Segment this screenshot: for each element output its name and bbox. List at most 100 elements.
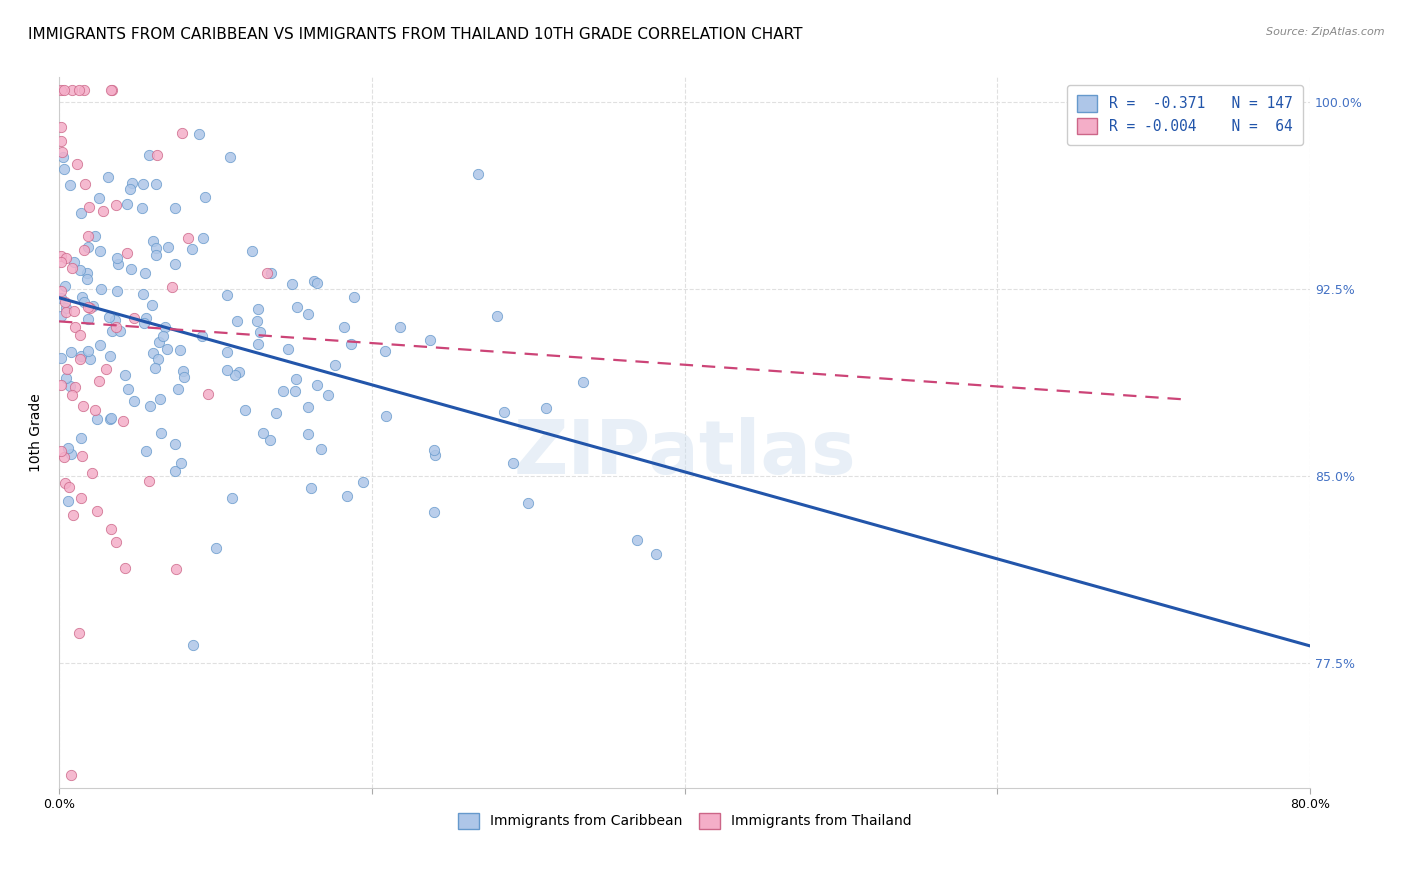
- Point: [240, 244, 263, 258]
- Point: [59, 379, 82, 393]
- Point: [62, 508, 84, 523]
- Point: [215, 345, 238, 359]
- Point: [502, 456, 524, 470]
- Point: [534, 401, 557, 416]
- Point: [69, 351, 91, 366]
- Point: [115, 246, 138, 260]
- Point: [197, 386, 219, 401]
- Point: [143, 360, 166, 375]
- Point: [148, 335, 170, 350]
- Point: [107, 257, 129, 271]
- Point: [340, 336, 363, 351]
- Point: [73, 178, 96, 192]
- Point: [389, 319, 412, 334]
- Point: [233, 402, 256, 417]
- Point: [86, 504, 108, 518]
- Point: [297, 401, 319, 415]
- Point: [142, 234, 165, 248]
- Point: [76, 311, 98, 326]
- Point: [336, 490, 359, 504]
- Point: [271, 384, 294, 398]
- Point: [132, 177, 155, 191]
- Point: [55, 362, 77, 376]
- Point: [117, 383, 139, 397]
- Point: [60, 260, 83, 275]
- Point: [82, 299, 104, 313]
- Point: [120, 262, 142, 277]
- Point: [343, 290, 366, 304]
- Point: [72, 243, 94, 257]
- Point: [277, 342, 299, 356]
- Point: [49, 291, 72, 305]
- Point: [163, 201, 186, 215]
- Point: [49, 120, 72, 134]
- Point: [100, 83, 122, 97]
- Point: [76, 229, 98, 244]
- Point: [219, 150, 242, 164]
- Point: [63, 319, 86, 334]
- Point: [132, 287, 155, 301]
- Point: [246, 337, 269, 351]
- Point: [105, 252, 128, 266]
- Point: [153, 320, 176, 334]
- Point: [142, 345, 165, 359]
- Point: [572, 375, 595, 389]
- Point: [67, 626, 90, 640]
- Text: ZIPatlas: ZIPatlas: [513, 417, 856, 491]
- Point: [167, 382, 190, 396]
- Point: [299, 481, 322, 495]
- Point: [492, 405, 515, 419]
- Point: [104, 312, 127, 326]
- Point: [297, 307, 319, 321]
- Point: [91, 204, 114, 219]
- Point: [105, 197, 128, 211]
- Point: [152, 329, 174, 343]
- Point: [87, 191, 110, 205]
- Point: [305, 276, 328, 290]
- Point: [259, 433, 281, 447]
- Point: [63, 379, 86, 393]
- Point: [69, 491, 91, 505]
- Point: [59, 447, 82, 461]
- Point: [228, 365, 250, 379]
- Point: [70, 205, 93, 219]
- Point: [252, 425, 274, 440]
- Point: [172, 364, 194, 378]
- Point: [105, 319, 128, 334]
- Point: [423, 443, 446, 458]
- Point: [141, 298, 163, 312]
- Point: [55, 371, 77, 385]
- Point: [49, 254, 72, 268]
- Point: [69, 327, 91, 342]
- Point: [59, 768, 82, 782]
- Point: [281, 277, 304, 292]
- Point: [55, 305, 77, 319]
- Point: [90, 282, 112, 296]
- Point: [53, 162, 76, 177]
- Point: [332, 319, 354, 334]
- Point: [146, 147, 169, 161]
- Point: [55, 251, 77, 265]
- Point: [260, 266, 283, 280]
- Point: [56, 494, 79, 508]
- Point: [70, 431, 93, 445]
- Point: [73, 295, 96, 310]
- Point: [156, 240, 179, 254]
- Point: [79, 301, 101, 315]
- Point: [170, 457, 193, 471]
- Point: [49, 310, 72, 324]
- Point: [316, 388, 339, 402]
- Point: [49, 378, 72, 392]
- Point: [145, 247, 167, 261]
- Point: [82, 466, 104, 480]
- Point: [188, 127, 211, 141]
- Point: [97, 170, 120, 185]
- Point: [98, 411, 121, 425]
- Point: [467, 167, 489, 181]
- Point: [70, 349, 93, 363]
- Point: [52, 83, 75, 97]
- Point: [305, 378, 328, 392]
- Point: [53, 295, 76, 310]
- Point: [169, 343, 191, 358]
- Point: [146, 351, 169, 366]
